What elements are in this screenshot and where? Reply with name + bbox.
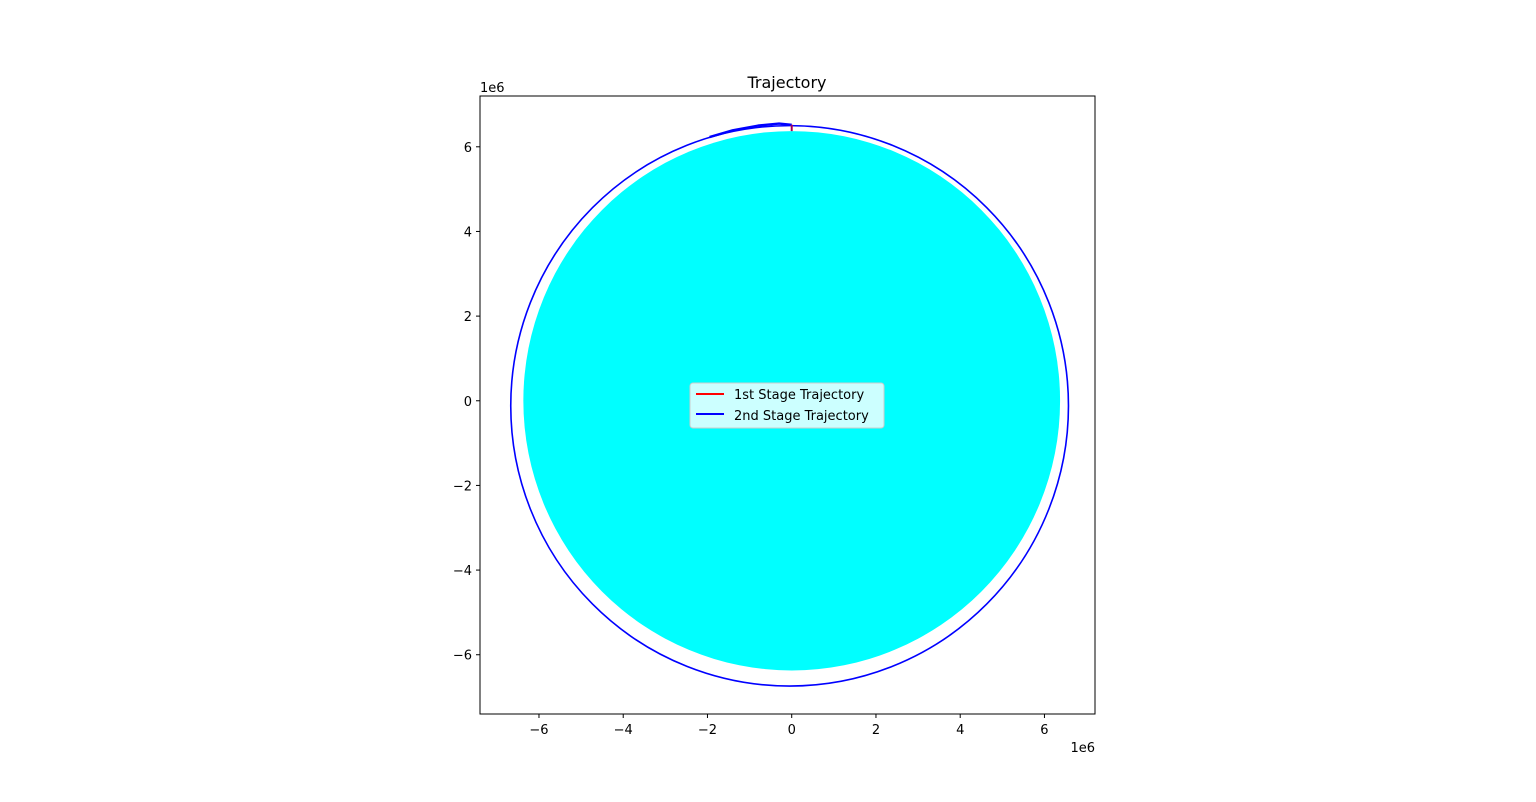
x-tick-label: −2 — [698, 723, 717, 738]
x-tick-label: 6 — [1040, 723, 1048, 738]
y-axis: −6 −4 −2 0 2 4 6 — [453, 141, 480, 664]
x-offset-text: 1e6 — [1070, 741, 1095, 756]
y-tick-label: −6 — [453, 649, 472, 664]
y-tick-label: 2 — [464, 310, 472, 325]
axes-frame — [479, 95, 1096, 715]
x-tick-label: 2 — [872, 723, 880, 738]
y-tick-label: 0 — [464, 395, 472, 410]
x-tick-label: 4 — [956, 723, 964, 738]
series-2nd-stage-ascent — [709, 122, 792, 139]
y-tick-label: −4 — [453, 564, 472, 579]
legend-box — [689, 382, 885, 429]
y-tick-label: 6 — [464, 141, 472, 156]
x-tick-label: −4 — [614, 723, 633, 738]
legend-label-1st-stage: 1st Stage Trajectory — [734, 388, 864, 403]
legend-label-2nd-stage: 2nd Stage Trajectory — [734, 409, 869, 424]
y-offset-text: 1e6 — [480, 81, 505, 96]
x-tick-label: 0 — [788, 723, 796, 738]
y-tick-label: −2 — [453, 479, 472, 494]
x-tick-label: −6 — [529, 723, 548, 738]
legend: 1st Stage Trajectory 2nd Stage Trajector… — [689, 382, 885, 429]
x-axis: −6 −4 −2 0 2 4 6 — [529, 714, 1049, 738]
y-tick-label: 4 — [464, 225, 472, 240]
chart-title: Trajectory — [747, 73, 827, 92]
